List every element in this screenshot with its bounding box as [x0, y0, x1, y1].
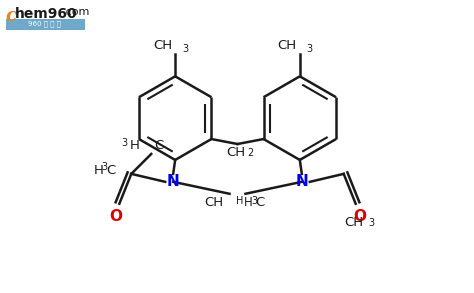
Text: 960 化 工 网: 960 化 工 网: [28, 20, 61, 27]
Text: 3: 3: [182, 45, 188, 54]
Text: .com: .com: [63, 7, 90, 17]
Text: H: H: [236, 196, 243, 206]
Text: O: O: [109, 209, 122, 224]
Text: C: C: [106, 164, 116, 177]
Text: 3: 3: [121, 138, 128, 148]
Text: O: O: [353, 209, 366, 224]
Text: C: C: [154, 139, 164, 152]
Text: 3: 3: [101, 162, 108, 172]
Text: H: H: [93, 164, 103, 177]
Text: N: N: [295, 174, 308, 189]
Text: CH: CH: [344, 216, 363, 229]
Text: C: C: [255, 196, 264, 209]
Text: H: H: [244, 196, 252, 209]
Text: 3: 3: [369, 218, 375, 228]
Text: CH: CH: [226, 146, 245, 159]
Text: 2: 2: [247, 148, 254, 158]
Text: 3: 3: [252, 196, 257, 206]
Text: H: H: [129, 139, 139, 152]
FancyBboxPatch shape: [6, 19, 85, 30]
Text: CH: CH: [153, 40, 172, 52]
Text: CH: CH: [204, 196, 224, 209]
Text: c: c: [6, 7, 17, 25]
Text: hem960: hem960: [15, 7, 77, 21]
Text: 3: 3: [307, 45, 313, 54]
Text: CH: CH: [278, 40, 297, 52]
Text: N: N: [167, 174, 180, 189]
